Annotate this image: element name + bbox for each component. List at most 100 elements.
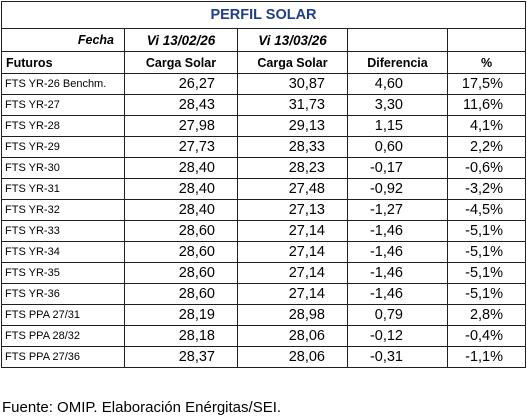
date-2: Vi 13/03/26 [237,28,348,52]
header-row: Futuros Carga Solar Carga Solar Diferenc… [1,51,526,74]
header-futuros: Futuros [1,51,125,74]
table-row: FTS YR-32 28,40 27,13 -1,27 -4,5% [1,199,526,221]
table-row: FTS YR-28 27,98 29,13 1,15 4,1% [1,115,526,137]
percent: 2,8% [447,304,526,326]
table-row: FTS PPA 28/32 28,18 28,06 -0,12 -0,4% [1,325,526,347]
difference: 0,79 [347,304,448,326]
value-mar: 27,14 [237,283,348,305]
percent: -5,1% [447,283,526,305]
value-mar: 27,48 [237,178,348,200]
percent: -1,1% [447,346,526,368]
fecha-label: Fecha [1,28,125,52]
value-mar: 27,14 [237,262,348,284]
value-feb: 28,37 [124,346,238,368]
value-mar: 28,33 [237,136,348,158]
value-mar: 31,73 [237,94,348,116]
table-row: FTS YR-27 28,43 31,73 3,30 11,6% [1,94,526,116]
header-carga-1: Carga Solar [124,51,238,74]
solar-profile-table: PERFIL SOLAR Fecha Vi 13/02/26 Vi 13/03/… [1,1,526,368]
difference: -1,27 [347,199,448,221]
header-pct: % [447,51,526,74]
value-feb: 28,60 [124,220,238,242]
table-title: PERFIL SOLAR [1,1,526,29]
percent: -5,1% [447,241,526,263]
value-feb: 28,18 [124,325,238,347]
row-name: FTS YR-29 [1,136,125,158]
difference: -1,46 [347,220,448,242]
row-name: FTS YR-31 [1,178,125,200]
difference: -0,12 [347,325,448,347]
value-feb: 28,60 [124,262,238,284]
value-mar: 28,98 [237,304,348,326]
difference: -0,17 [347,157,448,179]
empty-cell [347,28,448,52]
percent: -3,2% [447,178,526,200]
percent: 4,1% [447,115,526,137]
table-row: FTS PPA 27/31 28,19 28,98 0,79 2,8% [1,304,526,326]
value-mar: 28,23 [237,157,348,179]
table-row: FTS YR-26 Benchm. 26,27 30,87 4,60 17,5% [1,73,526,95]
difference: 1,15 [347,115,448,137]
date-row: Fecha Vi 13/02/26 Vi 13/03/26 [1,28,526,52]
difference: 4,60 [347,73,448,95]
row-name: FTS YR-36 [1,283,125,305]
title-row: PERFIL SOLAR [1,1,526,29]
header-diferencia: Diferencia [347,51,448,74]
table-row: FTS YR-34 28,60 27,14 -1,46 -5,1% [1,241,526,263]
difference: -0,31 [347,346,448,368]
table-row: FTS YR-30 28,40 28,23 -0,17 -0,6% [1,157,526,179]
percent: -0,4% [447,325,526,347]
percent: -5,1% [447,220,526,242]
difference: 0,60 [347,136,448,158]
row-name: FTS YR-28 [1,115,125,137]
table-row: FTS YR-33 28,60 27,14 -1,46 -5,1% [1,220,526,242]
value-feb: 27,73 [124,136,238,158]
table-row: FTS YR-36 28,60 27,14 -1,46 -5,1% [1,283,526,305]
percent: -4,5% [447,199,526,221]
row-name: FTS YR-30 [1,157,125,179]
value-feb: 28,60 [124,241,238,263]
header-carga-2: Carga Solar [237,51,348,74]
table-row: FTS YR-35 28,60 27,14 -1,46 -5,1% [1,262,526,284]
row-name: FTS PPA 27/36 [1,346,125,368]
source-footer: Fuente: OMIP. Elaboración Enérgitas/SEI. [2,399,282,416]
percent: 2,2% [447,136,526,158]
table-row: FTS YR-29 27,73 28,33 0,60 2,2% [1,136,526,158]
row-name: FTS YR-33 [1,220,125,242]
percent: 17,5% [447,73,526,95]
row-name: FTS PPA 28/32 [1,325,125,347]
value-mar: 27,14 [237,220,348,242]
value-feb: 26,27 [124,73,238,95]
value-feb: 28,19 [124,304,238,326]
empty-cell [447,28,526,52]
row-name: FTS YR-32 [1,199,125,221]
percent: -5,1% [447,262,526,284]
difference: -1,46 [347,283,448,305]
value-feb: 28,60 [124,283,238,305]
value-mar: 27,13 [237,199,348,221]
difference: -1,46 [347,262,448,284]
percent: 11,6% [447,94,526,116]
table-row: FTS PPA 27/36 28,37 28,06 -0,31 -1,1% [1,346,526,368]
difference: -0,92 [347,178,448,200]
value-feb: 27,98 [124,115,238,137]
value-feb: 28,40 [124,199,238,221]
row-name: FTS YR-34 [1,241,125,263]
value-mar: 28,06 [237,325,348,347]
value-feb: 28,40 [124,157,238,179]
percent: -0,6% [447,157,526,179]
date-1: Vi 13/02/26 [124,28,238,52]
row-name: FTS YR-26 Benchm. [1,73,125,95]
row-name: FTS PPA 27/31 [1,304,125,326]
value-mar: 27,14 [237,241,348,263]
table-row: FTS YR-31 28,40 27,48 -0,92 -3,2% [1,178,526,200]
difference: 3,30 [347,94,448,116]
value-mar: 28,06 [237,346,348,368]
row-name: FTS YR-35 [1,262,125,284]
value-feb: 28,40 [124,178,238,200]
value-mar: 30,87 [237,73,348,95]
value-feb: 28,43 [124,94,238,116]
row-name: FTS YR-27 [1,94,125,116]
difference: -1,46 [347,241,448,263]
value-mar: 29,13 [237,115,348,137]
